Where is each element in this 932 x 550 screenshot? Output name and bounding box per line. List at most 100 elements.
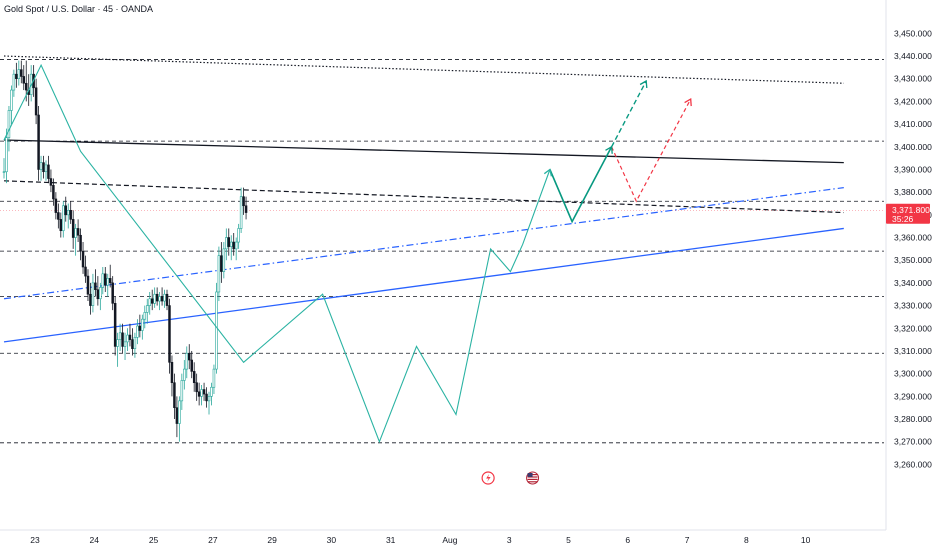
- y-tick-label: 3,300.000: [894, 369, 932, 379]
- candle-85: [212, 364, 216, 395]
- y-tick-label: 3,310.000: [894, 346, 932, 356]
- horizontal-levels: [0, 59, 884, 444]
- candle-15: [39, 155, 43, 181]
- x-tick-label: 27: [208, 535, 218, 545]
- projection-green-dashed[interactable]: [610, 80, 647, 148]
- candle-7: [20, 60, 23, 84]
- candle-4: [12, 69, 16, 97]
- candle-35: [89, 282, 92, 315]
- candle-79: [197, 382, 201, 406]
- candle-44: [111, 276, 114, 311]
- candle-32: [81, 242, 85, 274]
- wave-path[interactable]: [3, 63, 551, 444]
- x-tick-label: 29: [267, 535, 277, 545]
- candle-74: [185, 346, 189, 379]
- trend-line-3[interactable]: [3, 187, 844, 300]
- candle-45: [113, 296, 117, 356]
- candle-5: [15, 62, 18, 88]
- x-tick-label: 23: [30, 535, 40, 545]
- candle-88: [220, 242, 223, 283]
- y-tick-label: 3,290.000: [894, 391, 932, 401]
- candle-18: [47, 155, 50, 184]
- candle-42: [106, 273, 109, 297]
- candle-89: [222, 242, 226, 279]
- candle-1: [5, 128, 8, 184]
- y-tick-label: 3,440.000: [894, 51, 932, 61]
- y-tick-label: 3,350.000: [894, 255, 932, 265]
- candle-84: [210, 382, 213, 406]
- candle-64: [160, 287, 164, 306]
- candle-71: [178, 396, 181, 442]
- candle-14: [37, 105, 40, 181]
- candle-51: [128, 323, 132, 347]
- x-tick-label: 10: [801, 535, 811, 545]
- trend-line-1[interactable]: [3, 139, 844, 164]
- candle-25: [64, 196, 68, 222]
- candle-82: [205, 387, 208, 408]
- y-tick-label: 3,450.000: [894, 28, 932, 38]
- candle-83: [207, 391, 211, 415]
- candle-93: [232, 232, 235, 256]
- candle-28: [71, 210, 75, 249]
- candle-17: [44, 160, 48, 181]
- y-tick-label: 3,330.000: [894, 301, 932, 311]
- candle-86: [215, 282, 218, 374]
- time-axis: 23 24 25 27 29 30 31 Aug 3 5 6 7 8 10: [0, 529, 886, 545]
- lightning-event-icon[interactable]: [481, 471, 495, 485]
- x-tick-label: 31: [386, 535, 396, 545]
- y-tick-label: 3,360.000: [894, 233, 932, 243]
- candle-47: [118, 323, 122, 351]
- candle-95: [237, 223, 240, 249]
- candle-61: [153, 287, 156, 308]
- candle-36: [91, 273, 95, 313]
- candle-96: [239, 187, 243, 233]
- candle-81: [202, 382, 206, 401]
- candle-3: [10, 85, 13, 125]
- candle-58: [146, 298, 149, 324]
- candle-87: [217, 246, 221, 302]
- trend-line-4[interactable]: [3, 227, 844, 343]
- trend-line-0[interactable]: [3, 55, 844, 84]
- candle-29: [74, 223, 77, 256]
- candle-26: [66, 203, 70, 229]
- candle-72: [180, 373, 184, 410]
- y-tick-label: 3,410.000: [894, 119, 932, 129]
- y-tick-label: 3,390.000: [894, 164, 932, 174]
- trend-lines: [3, 55, 844, 343]
- candle-77: [192, 362, 196, 392]
- candle-24: [62, 201, 65, 238]
- candle-76: [190, 350, 193, 379]
- candle-38: [96, 276, 100, 306]
- candle-67: [168, 298, 171, 374]
- chart-title: Gold Spot / U.S. Dollar · 45 · OANDA: [4, 4, 153, 14]
- candle-34: [86, 269, 90, 302]
- x-tick-label: 8: [744, 535, 749, 545]
- us-flag-event-icon[interactable]: [526, 471, 540, 485]
- current-price-badge: [886, 203, 930, 224]
- candle-69: [173, 373, 176, 420]
- projection-red-dashed[interactable]: [611, 98, 692, 203]
- candle-37: [94, 269, 97, 297]
- y-tick-label: 3,430.000: [894, 74, 932, 84]
- y-tick-label: 3,400.000: [894, 142, 932, 152]
- candle-70: [175, 396, 179, 438]
- trend-line-2[interactable]: [3, 180, 844, 214]
- candle-41: [104, 267, 107, 292]
- candle-19: [49, 169, 53, 193]
- x-tick-label: Aug: [442, 535, 457, 545]
- candle-75: [188, 344, 191, 370]
- candle-59: [148, 291, 151, 315]
- candle-6: [17, 60, 21, 86]
- candle-73: [183, 360, 186, 390]
- candle-43: [108, 264, 112, 288]
- candle-57: [143, 305, 147, 329]
- candle-98: [244, 196, 248, 220]
- candle-90: [225, 228, 228, 261]
- candle-30: [76, 219, 80, 243]
- wave-arrowhead: [543, 168, 553, 177]
- projection-green[interactable]: [549, 146, 613, 224]
- candle-62: [155, 287, 159, 306]
- candle-16: [42, 155, 45, 179]
